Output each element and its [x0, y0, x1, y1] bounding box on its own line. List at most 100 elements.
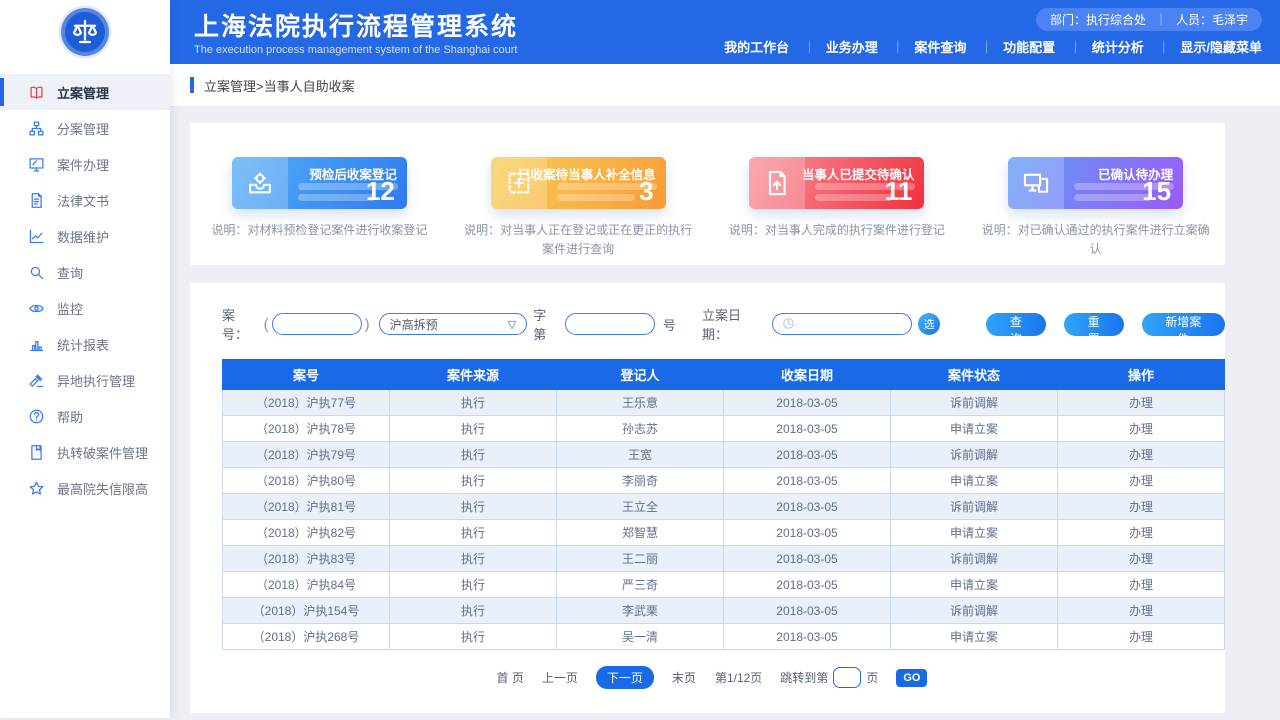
column-header: 案件状态	[890, 359, 1058, 390]
cell-action: 办理	[1057, 519, 1225, 546]
prev-page-button[interactable]: 上一页	[541, 671, 578, 685]
sidebar-item[interactable]: 帮助	[0, 398, 170, 434]
handle-link[interactable]: 办理	[1128, 578, 1153, 592]
top-nav-item[interactable]: 案件查询	[914, 40, 967, 55]
sidebar-item[interactable]: 法律文书	[0, 182, 170, 218]
plus-dashed-icon	[505, 169, 533, 197]
cell-status: 诉前调解	[890, 493, 1058, 520]
go-button[interactable]: GO	[896, 668, 928, 687]
cell-receive-date: 2018-03-05	[723, 545, 891, 572]
cell-receive-date: 2018-03-05	[723, 441, 891, 468]
cell-action: 办理	[1057, 467, 1225, 494]
top-nav-item[interactable]: 显示/隐藏菜单	[1180, 40, 1262, 55]
breadcrumb: 立案管理>当事人自助收案	[170, 64, 1280, 107]
cell-receive-date: 2018-03-05	[723, 597, 891, 624]
case-prefix-input[interactable]	[271, 313, 362, 335]
cell-registrant: 李丽奇	[556, 467, 724, 494]
top-nav-item[interactable]: 统计分析	[1091, 40, 1144, 55]
deco-bar	[297, 183, 398, 190]
cell-action: 办理	[1057, 389, 1225, 416]
sidebar-item[interactable]: 执转破案件管理	[0, 434, 170, 470]
table-row[interactable]: （2018）沪执78号 执行 孙志苏 2018-03-05 申请立案 办理	[222, 415, 1225, 442]
sidebar-item[interactable]: 分案管理	[0, 110, 170, 146]
stat-card[interactable]: 已收案待当事人补全信息 3 说明：对当事人正在登记或正在更正的执行案件进行查询	[456, 157, 701, 258]
cell-source: 执行	[389, 441, 557, 468]
column-header: 操作	[1057, 359, 1225, 390]
table-row[interactable]: （2018）沪执80号 执行 李丽奇 2018-03-05 申请立案 办理	[222, 467, 1225, 494]
table-row[interactable]: （2018）沪执79号 执行 王宽 2018-03-05 诉前调解 办理	[222, 441, 1225, 468]
cell-receive-date: 2018-03-05	[723, 519, 891, 546]
case-number-input[interactable]	[564, 313, 655, 335]
table-row[interactable]: （2018）沪执81号 执行 王立全 2018-03-05 诉前调解 办理	[222, 493, 1225, 520]
table-row[interactable]: （2018）沪执77号 执行 王乐意 2018-03-05 诉前调解 办理	[222, 389, 1225, 416]
page-info: 第1/12页	[714, 671, 763, 685]
stat-card[interactable]: 已确认待办理 15 说明：对已确认通过的执行案件进行立案确认	[973, 157, 1218, 258]
handle-link[interactable]: 办理	[1128, 474, 1153, 488]
handle-link[interactable]: 办理	[1128, 630, 1153, 644]
table-row[interactable]: （2018）沪执268号 执行 吴一清 2018-03-05 申请立案 办理	[222, 623, 1225, 650]
stat-card-box: 预检后收案登记 12	[231, 157, 407, 209]
last-page-button[interactable]: 末页	[671, 671, 696, 685]
top-nav-item[interactable]: 业务办理	[825, 40, 878, 55]
table-row[interactable]: （2018）沪执83号 执行 王二丽 2018-03-05 诉前调解 办理	[222, 545, 1225, 572]
stat-icon-band	[490, 157, 547, 209]
sidebar-item[interactable]: 立案管理	[0, 74, 170, 110]
date-pick-button[interactable]: 选	[918, 313, 941, 335]
sidebar-item[interactable]: 数据维护	[0, 218, 170, 254]
sidebar-item-label: 分案管理	[57, 121, 110, 137]
cell-source: 执行	[389, 389, 557, 416]
table-row[interactable]: （2018）沪执82号 执行 郑智慧 2018-03-05 申请立案 办理	[222, 519, 1225, 546]
cell-action: 办理	[1057, 545, 1225, 572]
add-case-button[interactable]: 新增案件	[1141, 312, 1225, 346]
stat-card[interactable]: 当事人已提交待确认 11 说明：对当事人完成的执行案件进行登记	[714, 157, 959, 240]
scales-icon	[70, 17, 100, 47]
column-header: 案件来源	[389, 359, 557, 390]
sidebar-item[interactable]: 监控	[0, 290, 170, 326]
handle-link[interactable]: 办理	[1128, 448, 1153, 462]
deco-bar	[297, 194, 376, 201]
case-table: 案号 案件来源 登记人 收案日期 案件状态 操作	[222, 359, 1225, 650]
cell-registrant: 王二丽	[556, 545, 724, 572]
sidebar-item[interactable]: 案件办理	[0, 146, 170, 182]
jump-page-input[interactable]	[833, 667, 862, 688]
cell-source: 执行	[389, 415, 557, 442]
first-page-button[interactable]: 首 页	[496, 671, 524, 685]
cell-status: 申请立案	[890, 415, 1058, 442]
handle-link[interactable]: 办理	[1128, 500, 1153, 514]
next-page-button[interactable]: 下一页	[595, 666, 654, 689]
sidebar-item[interactable]: 异地执行管理	[0, 362, 170, 398]
stat-card[interactable]: 预检后收案登记 12 说明：对材料预检登记案件进行收案登记	[197, 157, 442, 240]
sidebar-item[interactable]: 查询	[0, 254, 170, 290]
cell-case-no: （2018）沪执82号	[222, 519, 390, 546]
sidebar-item[interactable]: 最高院失信限高	[0, 470, 170, 506]
cell-receive-date: 2018-03-05	[723, 571, 891, 598]
handle-link[interactable]: 办理	[1128, 604, 1153, 618]
reset-button[interactable]: 重置	[1063, 312, 1124, 346]
search-button[interactable]: 查询	[986, 312, 1046, 346]
stat-card-desc: 说明：对已确认通过的执行案件进行立案确认	[981, 223, 1210, 256]
handle-link[interactable]: 办理	[1128, 552, 1153, 566]
handle-link[interactable]: 办理	[1128, 396, 1153, 410]
table-row[interactable]: （2018）沪执84号 执行 严三奇 2018-03-05 申请立案 办理	[222, 571, 1225, 598]
table-row[interactable]: （2018）沪执154号 执行 李武栗 2018-03-05 诉前调解 办理	[222, 597, 1225, 624]
title-block: 上海法院执行流程管理系统 The execution process manag…	[194, 7, 518, 56]
handle-link[interactable]: 办理	[1128, 526, 1153, 540]
cell-status: 诉前调解	[890, 545, 1058, 572]
table-header-row: 案号 案件来源 登记人 收案日期 案件状态 操作	[222, 359, 1225, 390]
sidebar-item[interactable]: 统计报表	[0, 326, 170, 362]
sidebar-menu: 立案管理 分案管理 案件办理 法律文书	[0, 64, 170, 506]
top-nav-item[interactable]: 功能配置	[1003, 40, 1056, 55]
filing-date-input[interactable]	[772, 313, 913, 335]
court-code-select[interactable]: 沪高拆预 ▽	[378, 313, 528, 335]
cell-registrant: 王乐意	[556, 389, 724, 416]
stat-card-title: 预检后收案登记	[309, 168, 397, 182]
chart-line-icon	[28, 228, 45, 245]
inbox-scan-icon	[246, 169, 274, 197]
handle-link[interactable]: 办理	[1128, 422, 1153, 436]
cell-action: 办理	[1057, 571, 1225, 598]
top-header: 上海法院执行流程管理系统 The execution process manag…	[170, 0, 1280, 64]
top-nav-item[interactable]: 我的工作台	[724, 40, 790, 55]
filter-row: 案号： ( ) 沪高拆预 ▽ 字第 号 立案日期：	[222, 305, 1225, 346]
stat-card-value: 15	[1142, 176, 1172, 206]
deco-bar	[1074, 194, 1153, 201]
